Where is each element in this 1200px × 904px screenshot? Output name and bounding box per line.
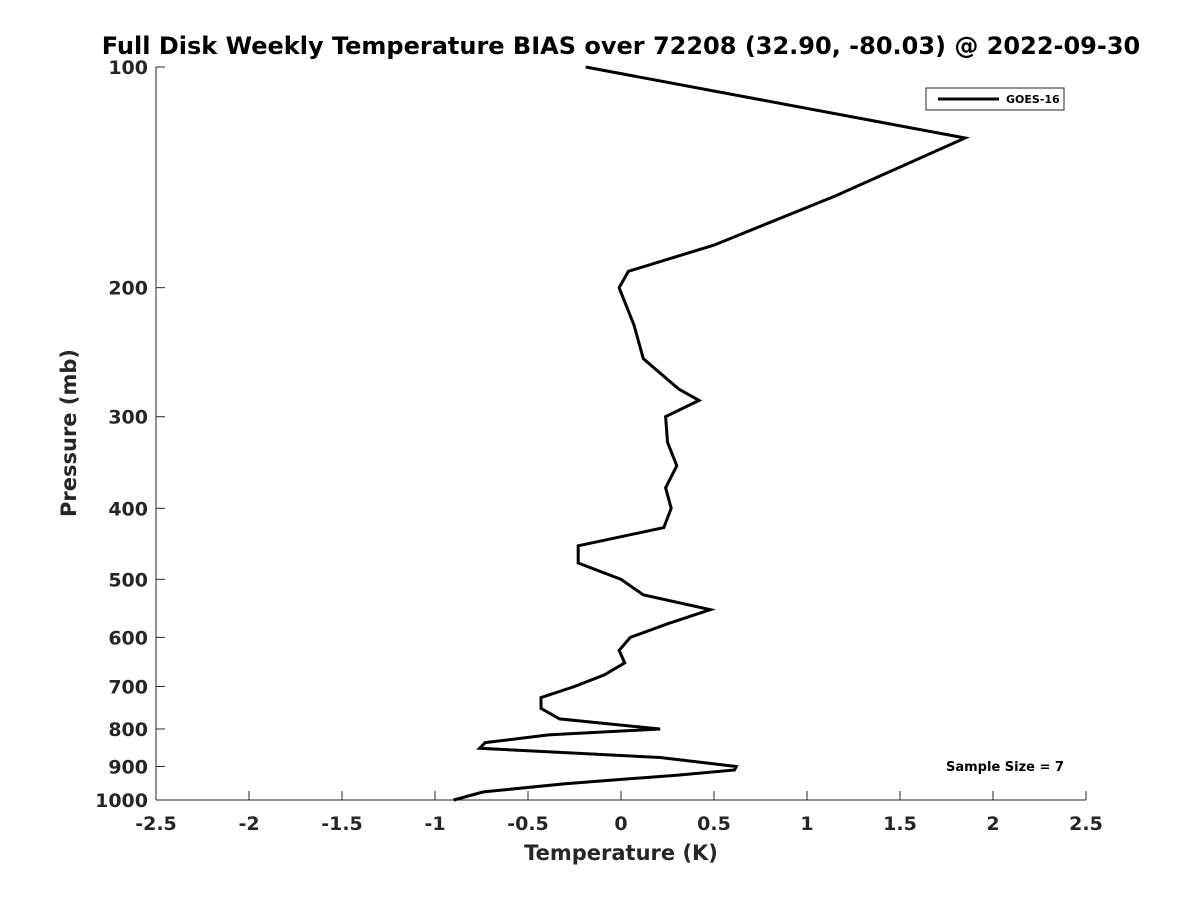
series-line-goes-16: [453, 65, 971, 802]
y-tick-label: 300: [108, 407, 148, 429]
series-lines: [453, 65, 971, 802]
x-tick-label: 1: [800, 813, 813, 835]
y-tick-label: 1000: [95, 790, 148, 812]
y-tick-label: 700: [108, 676, 148, 698]
y-ticks: 100 200 300 400 500 600 700 800 900 1000: [95, 57, 165, 812]
x-ticks: -2.5 -2 -1.5 -1 -0.5 0 0.5 1 1.5 2 2.5: [135, 791, 1103, 835]
y-tick-label: 800: [108, 719, 148, 741]
y-tick-label: 500: [108, 569, 148, 591]
legend: GOES-16: [925, 87, 1065, 111]
y-tick-label: 900: [108, 756, 148, 778]
x-tick-label: 0.5: [697, 813, 731, 835]
sample-size-annotation: Sample Size = 7: [946, 760, 1064, 775]
y-tick-label: 600: [108, 627, 148, 649]
y-tick-label: 100: [108, 57, 148, 79]
x-tick-label: -1: [424, 813, 445, 835]
chart-title: Full Disk Weekly Temperature BIAS over 7…: [102, 32, 1141, 60]
y-tick-label: 400: [108, 498, 148, 520]
x-axis-label: Temperature (K): [524, 841, 718, 865]
x-tick-label: 2: [986, 813, 999, 835]
x-tick-label: -2.5: [135, 813, 177, 835]
y-axis-label: Pressure (mb): [57, 349, 81, 517]
x-tick-label: -1.5: [321, 813, 363, 835]
x-tick-label: -2: [238, 813, 259, 835]
x-tick-label: 1.5: [883, 813, 917, 835]
x-tick-label: -0.5: [507, 813, 549, 835]
x-tick-label: 2.5: [1069, 813, 1103, 835]
legend-label-goes-16: GOES-16: [1006, 93, 1060, 106]
y-tick-label: 200: [108, 278, 148, 300]
x-tick-label: 0: [614, 813, 627, 835]
